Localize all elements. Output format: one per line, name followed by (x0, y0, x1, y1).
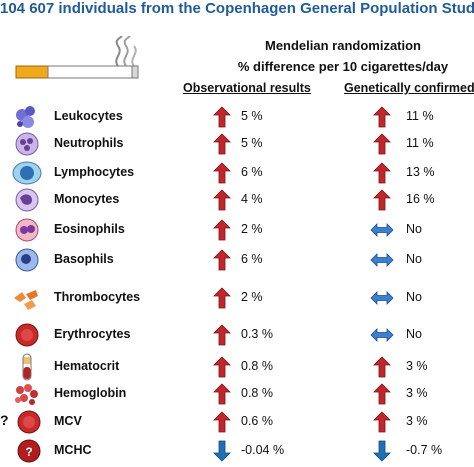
observational-up-arrow-icon (213, 189, 231, 211)
genetic-flat-arrow-icon (370, 223, 394, 237)
row-label: Leukocytes (54, 109, 123, 123)
erythrocyte-icon (15, 323, 39, 347)
observational-value: 0.8 % (241, 386, 273, 400)
observational-up-arrow-icon (213, 324, 231, 346)
observational-value: -0.04 % (241, 443, 285, 457)
genetic-header: Genetically confirmed (344, 81, 474, 95)
table-row: Monocytes 4 % 16 % (0, 186, 474, 214)
genetic-value: 13 % (406, 165, 435, 179)
observational-value: 6 % (241, 165, 263, 179)
cigarette-icon (15, 36, 139, 79)
row-label: Monocytes (54, 192, 120, 206)
mcv-cell-icon (17, 410, 41, 434)
genetic-down-arrow-icon (373, 440, 391, 462)
genetic-up-arrow-icon (373, 411, 391, 433)
row-label: Basophils (54, 252, 114, 266)
genetic-value: No (406, 327, 422, 341)
table-row: Thrombocytes 2 % No (0, 284, 474, 312)
observational-value: 6 % (241, 252, 263, 266)
observational-header: Observational results (183, 81, 311, 95)
table-row: Erythrocytes 0.3 % No (0, 321, 474, 349)
genetic-value: 3 % (406, 359, 428, 373)
genetic-value: No (406, 222, 422, 236)
genetic-value: No (406, 290, 422, 304)
observational-up-arrow-icon (213, 249, 231, 271)
observational-up-arrow-icon (213, 219, 231, 241)
genetic-up-arrow-icon (373, 133, 391, 155)
mchc-icon-text: ? (25, 445, 32, 459)
table-row: Hematocrit 0.8 % 3 % (0, 353, 474, 381)
basophil-icon (15, 248, 39, 272)
row-label: Hemoglobin (54, 386, 127, 400)
observational-up-arrow-icon (213, 106, 231, 128)
genetic-up-arrow-icon (373, 162, 391, 184)
observational-value: 2 % (241, 222, 263, 236)
genetic-flat-arrow-icon (370, 291, 394, 305)
row-label: Lymphocytes (54, 165, 135, 179)
observational-value: 5 % (241, 109, 263, 123)
observational-up-arrow-icon (213, 287, 231, 309)
row-label: Hematocrit (54, 359, 120, 373)
table-row: Lymphocytes 6 % 13 % (0, 159, 474, 187)
unit-subtitle: % difference per 10 cigarettes/day (237, 59, 449, 74)
genetic-up-arrow-icon (373, 189, 391, 211)
table-row: Hemoglobin 0.8 % 3 % (0, 380, 474, 408)
table-row: Neutrophils 5 % 11 % (0, 130, 474, 158)
hemoglobin-icon (15, 384, 38, 405)
observational-value: 5 % (241, 136, 263, 150)
row-label: Neutrophils (54, 136, 124, 150)
table-row: ? MCHC -0.04 % -0.7 % (0, 437, 474, 465)
genetic-flat-arrow-icon (370, 253, 394, 267)
genetic-up-arrow-icon (373, 106, 391, 128)
observational-value: 4 % (241, 192, 263, 206)
row-label: Eosinophils (54, 222, 125, 236)
thrombocyte-icon (14, 290, 38, 310)
page-title: 104 607 individuals from the Copenhagen … (0, 0, 474, 17)
observational-up-arrow-icon (213, 383, 231, 405)
row-label: Thrombocytes (54, 290, 141, 304)
genetic-value: 16 % (406, 192, 435, 206)
genetic-value: 3 % (406, 386, 428, 400)
row-label: Erythrocytes (54, 327, 131, 341)
genetic-value: 11 % (406, 109, 434, 123)
monocyte-icon (15, 188, 39, 212)
row-label: MCV (54, 414, 82, 428)
observational-up-arrow-icon (213, 133, 231, 155)
genetic-up-arrow-icon (373, 356, 391, 378)
method-title: Mendelian randomization (264, 38, 421, 53)
observational-up-arrow-icon (213, 162, 231, 184)
row-label: MCHC (54, 443, 92, 457)
neutrophil-icon (15, 132, 39, 156)
genetic-value: No (406, 252, 422, 266)
lymphocyte-icon (12, 161, 42, 185)
observational-up-arrow-icon (213, 356, 231, 378)
table-row: Basophils 6 % No (0, 246, 474, 274)
mcv-question-mark: ? (0, 412, 9, 428)
eosinophil-icon (15, 218, 39, 242)
genetic-value: -0.7 % (406, 443, 443, 457)
genetic-flat-arrow-icon (370, 328, 394, 342)
genetic-value: 11 % (406, 136, 434, 150)
table-row: Leukocytes 5 % 11 % (0, 103, 474, 131)
hematocrit-tube-icon (22, 353, 32, 381)
observational-down-arrow-icon (213, 440, 231, 462)
observational-up-arrow-icon (213, 411, 231, 433)
table-row: ? MCV 0.6 % 3 % (0, 408, 474, 436)
leukocyte-icon (16, 106, 35, 128)
observational-value: 0.6 % (241, 414, 273, 428)
observational-value: 2 % (241, 290, 263, 304)
observational-value: 0.8 % (241, 359, 273, 373)
genetic-value: 3 % (406, 414, 428, 428)
genetic-up-arrow-icon (373, 383, 391, 405)
observational-value: 0.3 % (241, 327, 273, 341)
mchc-cell-icon: ? (17, 439, 41, 463)
table-row: Eosinophils 2 % No (0, 216, 474, 244)
